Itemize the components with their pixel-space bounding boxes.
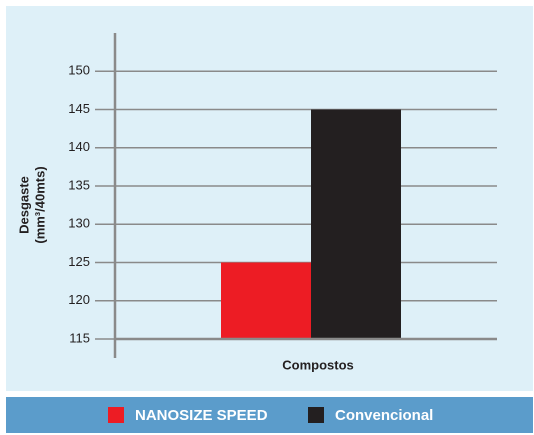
y-axis-label-line: (mm³/40mts) <box>32 166 47 243</box>
legend-swatch <box>108 407 124 423</box>
y-tick-label: 150 <box>68 63 90 78</box>
y-tick-label: 145 <box>68 101 90 116</box>
y-tick-label: 125 <box>68 254 90 269</box>
y-tick-label: 140 <box>68 139 90 154</box>
y-tick-label: 115 <box>69 330 90 345</box>
y-axis-label-line: Desgaste <box>16 176 31 234</box>
bar <box>221 262 311 339</box>
legend-background <box>6 397 533 433</box>
y-tick-label: 120 <box>68 292 90 307</box>
bar <box>311 109 401 339</box>
x-axis-label: Compostos <box>282 357 354 372</box>
legend-swatch <box>308 407 324 423</box>
y-tick-label: 135 <box>68 177 90 192</box>
legend-label: NANOSIZE SPEED <box>135 407 268 424</box>
y-axis-label: Desgaste (mm³/40mts) <box>16 166 47 243</box>
legend-label: Convencional <box>335 407 433 424</box>
y-tick-label: 130 <box>68 216 90 231</box>
